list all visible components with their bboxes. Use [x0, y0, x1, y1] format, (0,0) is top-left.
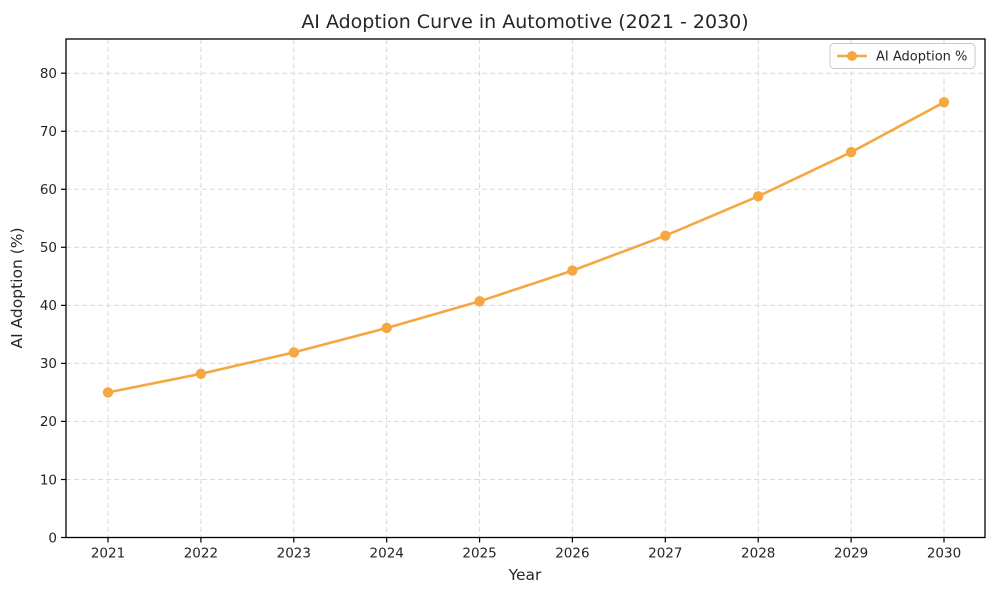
x-tick-label: 2025 [462, 546, 496, 562]
data-point [288, 347, 299, 358]
axes-layer [65, 38, 986, 539]
x-tick-label: 2022 [184, 546, 218, 562]
y-axis-label: AI Adoption (%) [8, 227, 26, 348]
y-tick-label: 30 [40, 356, 57, 372]
plot-border [65, 38, 986, 539]
legend: AI Adoption % [829, 43, 976, 69]
legend-label: AI Adoption % [876, 50, 967, 65]
y-tick-label: 80 [40, 66, 57, 82]
x-tick-label: 2028 [741, 546, 775, 562]
x-tick-label: 2023 [277, 546, 311, 562]
y-tick-label: 60 [40, 182, 57, 198]
y-tick-label: 50 [40, 240, 57, 256]
x-tick-label: 2027 [648, 546, 682, 562]
x-tick-label: 2029 [834, 546, 868, 562]
x-tick-label: 2030 [927, 546, 961, 562]
series-layer [102, 97, 950, 398]
y-tick-label: 20 [40, 414, 57, 430]
data-point [845, 147, 857, 158]
data-point [474, 296, 485, 307]
legend-dot-icon [847, 51, 857, 61]
data-point [938, 97, 950, 108]
y-tick-label: 10 [40, 472, 57, 488]
data-point [381, 322, 392, 334]
x-axis-label: Year [508, 566, 542, 584]
x-tick-label: 2021 [91, 546, 125, 562]
data-point [660, 230, 671, 241]
chart-title: AI Adoption Curve in Automotive (2021 - … [301, 11, 748, 33]
y-tick-label: 40 [40, 298, 57, 314]
data-point [753, 191, 764, 202]
data-point [195, 368, 207, 379]
grid-layer [66, 39, 985, 538]
y-tick-label: 0 [48, 530, 57, 546]
x-tick-label: 2024 [370, 546, 404, 562]
data-point [102, 387, 114, 398]
x-tick-label: 2026 [555, 546, 589, 562]
data-point [567, 265, 578, 276]
series-line [106, 101, 946, 394]
y-tick-label: 70 [40, 124, 57, 140]
legend-box [829, 43, 976, 69]
ticks-layer: 2021 2022 2023 2024 2025 2026 2027 2028 2029 2030… [40, 66, 961, 562]
